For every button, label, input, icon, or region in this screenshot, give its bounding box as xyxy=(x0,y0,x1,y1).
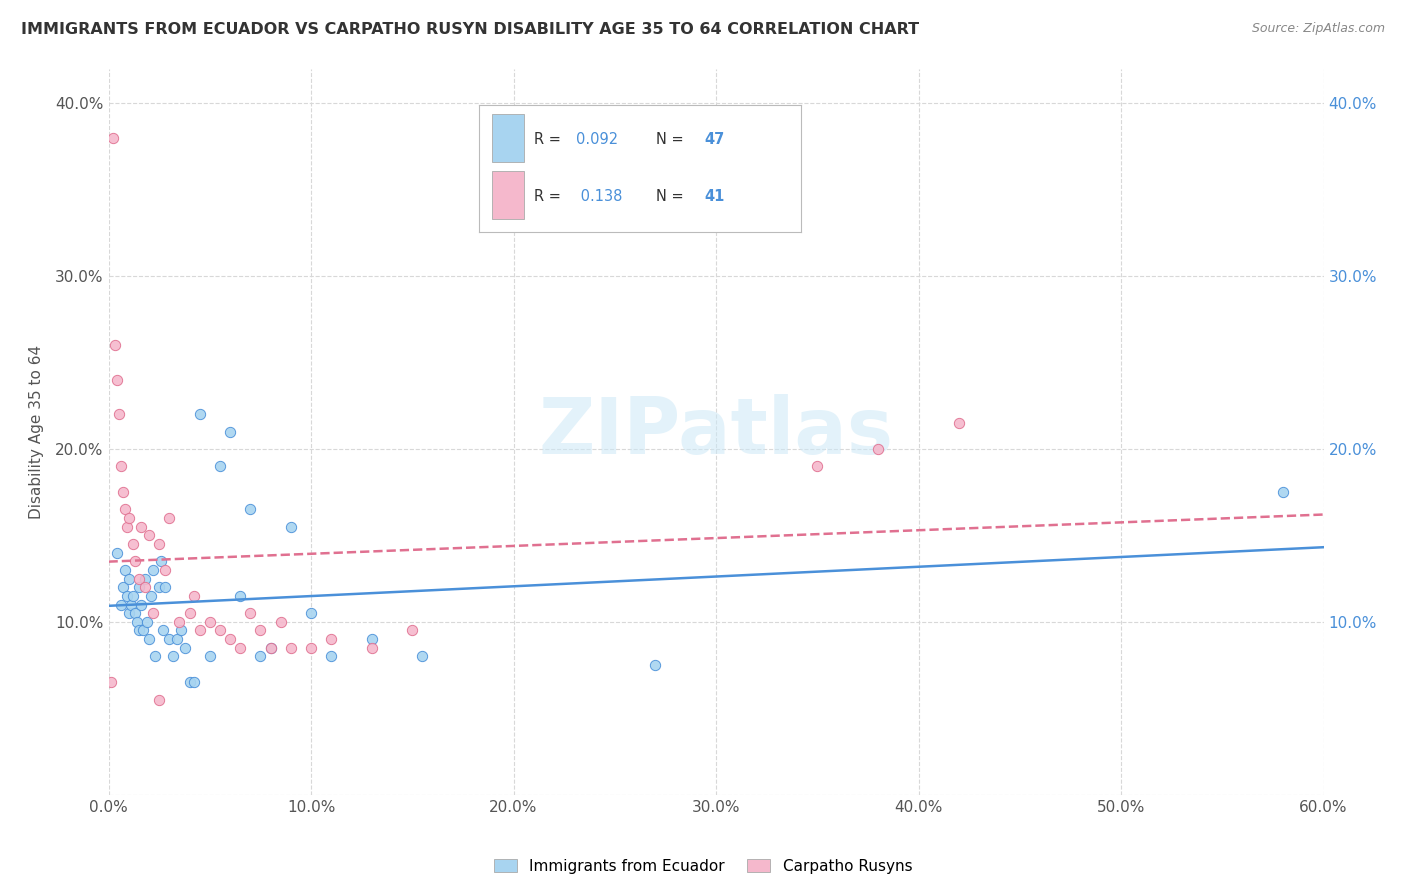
Point xyxy=(100,675,122,690)
Point xyxy=(138,528,160,542)
Point xyxy=(188,407,211,421)
Point xyxy=(170,624,193,638)
Point xyxy=(179,606,201,620)
Point xyxy=(104,338,127,352)
Point xyxy=(128,624,150,638)
Point xyxy=(280,519,302,533)
Point xyxy=(198,615,221,629)
Point xyxy=(110,598,132,612)
Point xyxy=(142,606,165,620)
Point xyxy=(107,407,129,421)
Point xyxy=(148,537,170,551)
Point xyxy=(644,658,666,673)
Point xyxy=(169,615,191,629)
Point xyxy=(299,606,322,620)
Point xyxy=(128,580,150,594)
Point xyxy=(162,649,184,664)
Point xyxy=(229,589,252,603)
Point xyxy=(118,511,141,525)
Point xyxy=(124,554,146,568)
Point xyxy=(132,624,155,638)
Point xyxy=(299,640,322,655)
Point xyxy=(128,572,150,586)
Point xyxy=(105,546,128,560)
Legend: Immigrants from Ecuador, Carpatho Rusyns: Immigrants from Ecuador, Carpatho Rusyns xyxy=(488,853,918,880)
Point xyxy=(183,675,205,690)
Point xyxy=(948,416,970,430)
Point xyxy=(138,632,160,646)
Point xyxy=(219,425,242,439)
Point xyxy=(124,606,146,620)
Point xyxy=(166,632,188,646)
Point xyxy=(239,502,262,516)
Point xyxy=(806,459,828,474)
Text: Source: ZipAtlas.com: Source: ZipAtlas.com xyxy=(1251,22,1385,36)
Point xyxy=(249,649,271,664)
Point xyxy=(121,537,143,551)
Point xyxy=(142,563,165,577)
Point xyxy=(259,640,281,655)
Point xyxy=(249,624,271,638)
Point xyxy=(150,554,173,568)
Point xyxy=(111,485,134,500)
Point xyxy=(157,632,180,646)
Point xyxy=(188,624,211,638)
Point xyxy=(280,640,302,655)
Point xyxy=(360,640,382,655)
Point xyxy=(239,606,262,620)
Point xyxy=(101,130,124,145)
Text: ZIPatlas: ZIPatlas xyxy=(538,393,894,469)
Point xyxy=(115,519,138,533)
Point xyxy=(148,580,170,594)
Text: IMMIGRANTS FROM ECUADOR VS CARPATHO RUSYN DISABILITY AGE 35 TO 64 CORRELATION CH: IMMIGRANTS FROM ECUADOR VS CARPATHO RUSY… xyxy=(21,22,920,37)
Point xyxy=(143,649,166,664)
Point xyxy=(136,615,159,629)
Point xyxy=(105,373,128,387)
Point xyxy=(868,442,890,456)
Point xyxy=(118,572,141,586)
Point xyxy=(183,589,205,603)
Point xyxy=(148,692,170,706)
Point xyxy=(155,580,177,594)
Point xyxy=(114,563,136,577)
Point xyxy=(219,632,242,646)
Point xyxy=(360,632,382,646)
Point xyxy=(259,640,281,655)
Point xyxy=(208,624,231,638)
Y-axis label: Disability Age 35 to 64: Disability Age 35 to 64 xyxy=(30,344,44,518)
Point xyxy=(321,649,343,664)
Point xyxy=(174,640,197,655)
Point xyxy=(157,511,180,525)
Point xyxy=(270,615,292,629)
Point xyxy=(1272,485,1295,500)
Point xyxy=(114,502,136,516)
Point xyxy=(155,563,177,577)
Point xyxy=(110,459,132,474)
Point xyxy=(208,459,231,474)
Point xyxy=(401,624,423,638)
Point xyxy=(152,624,174,638)
Point xyxy=(411,649,433,664)
Point xyxy=(198,649,221,664)
Point xyxy=(229,640,252,655)
Point xyxy=(129,598,152,612)
Point xyxy=(321,632,343,646)
Point xyxy=(179,675,201,690)
Point xyxy=(139,589,162,603)
Point xyxy=(129,519,152,533)
Point xyxy=(118,606,141,620)
Point xyxy=(121,589,143,603)
Point xyxy=(111,580,134,594)
Point xyxy=(120,598,142,612)
Point xyxy=(125,615,148,629)
Point xyxy=(134,572,156,586)
Point xyxy=(134,580,156,594)
Point xyxy=(115,589,138,603)
